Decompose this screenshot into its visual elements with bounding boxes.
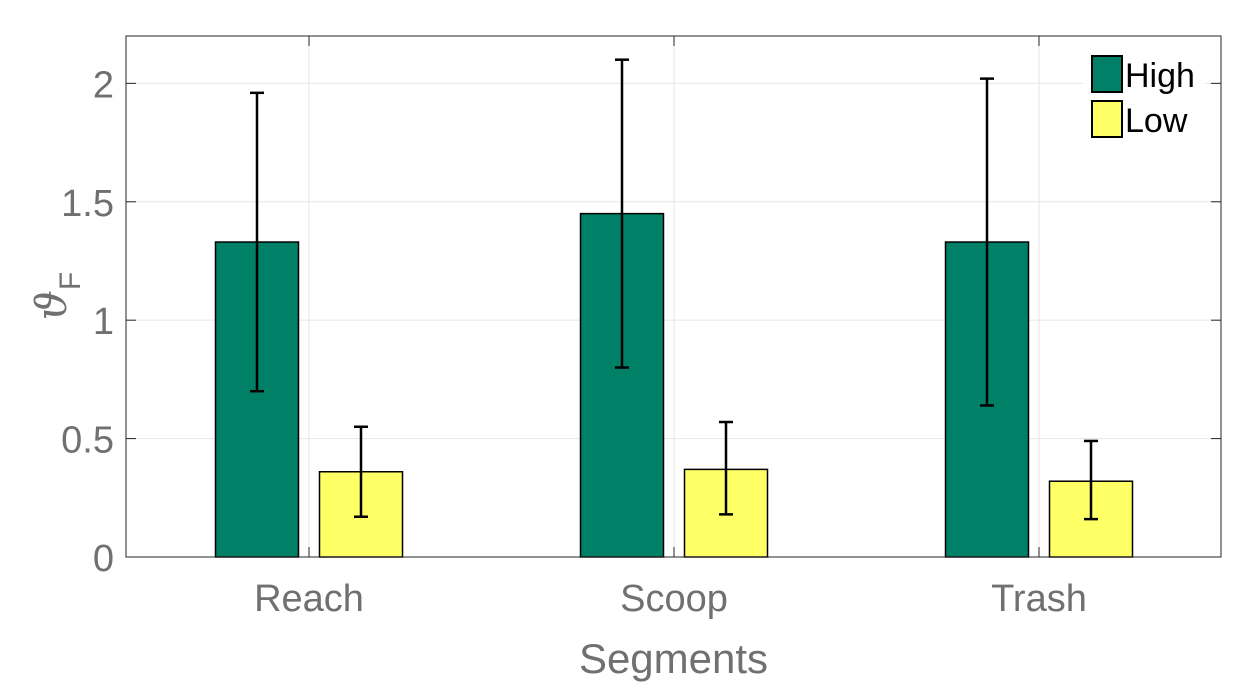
- x-tick-label: Scoop: [620, 578, 728, 620]
- y-tick-label: 0: [93, 538, 114, 580]
- x-tick-label: Reach: [254, 578, 364, 620]
- y-axis-label-subscript: F: [54, 272, 87, 290]
- legend: High Low: [1083, 48, 1205, 148]
- y-tick-label: 1.5: [61, 183, 114, 225]
- y-axis-label-symbol: ϑ: [27, 290, 76, 320]
- y-tick-label: 2: [93, 64, 114, 106]
- x-tick-label: Trash: [991, 578, 1087, 620]
- x-axis-label: Segments: [579, 635, 768, 682]
- axis-ticks: [126, 36, 1221, 558]
- y-tick-label: 0.5: [61, 420, 114, 462]
- legend-label-low: Low: [1125, 102, 1188, 140]
- y-axis-label: ϑF: [27, 272, 87, 320]
- legend-label-high: High: [1125, 57, 1195, 95]
- legend-swatch-low: [1091, 100, 1123, 138]
- legend-swatch-high: [1091, 55, 1123, 93]
- axis-labels: 0 0.5 1 1.5 2 Reach Scoop Trash Segments ϑF: [27, 64, 1087, 682]
- error-bars: [250, 58, 1098, 521]
- y-tick-label: 1: [93, 301, 114, 343]
